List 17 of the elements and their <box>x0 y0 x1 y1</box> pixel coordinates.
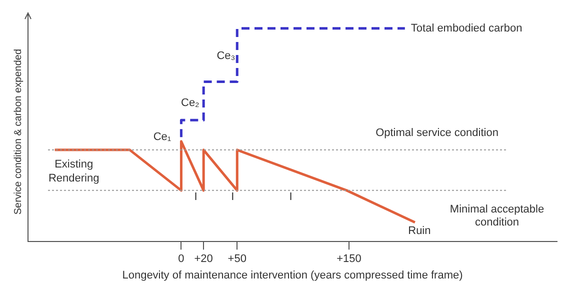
annotation: Existing Rendering <box>48 158 100 184</box>
x-tick-label: +50 <box>228 253 246 266</box>
ref-line-label: Optimal service condition <box>376 126 498 139</box>
annotation: Ruin <box>408 224 431 237</box>
annotation: Ce₃ <box>216 50 236 62</box>
annotation: I <box>289 190 292 203</box>
x-tick-label: +20 <box>194 253 213 266</box>
x-tick-label: 0 <box>178 253 184 266</box>
annotation: Ce₁ <box>153 131 172 144</box>
annotation: Ce₂ <box>180 97 200 110</box>
ref-line-label: Minimal acceptable condition <box>450 203 544 228</box>
x-tick-label: +150 <box>336 253 362 266</box>
annotation: I <box>231 190 234 203</box>
y-axis-title: Service condition & carbon expended <box>12 48 24 215</box>
series-label: Total embodied carbon <box>410 22 522 34</box>
x-axis-title: Longevity of maintenance intervention (years compressed time frame) <box>122 269 463 282</box>
annotation: I <box>194 190 198 203</box>
